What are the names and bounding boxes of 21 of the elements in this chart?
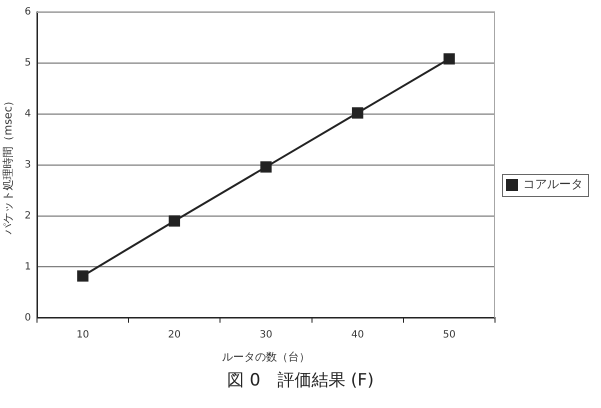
y-tick-label: 6 bbox=[24, 6, 31, 18]
point bbox=[77, 270, 88, 282]
legend-label: コアルータ bbox=[523, 177, 583, 192]
point bbox=[352, 107, 364, 119]
y-tick-label: 2 bbox=[24, 210, 31, 222]
x-tick-label: 20 bbox=[168, 329, 181, 340]
x-axis-title: ルータの数（台） bbox=[222, 350, 310, 364]
x-tick-label: 40 bbox=[351, 329, 364, 340]
point bbox=[260, 161, 272, 173]
caption: 図 0 評価結果 (F) bbox=[227, 370, 374, 390]
y-tick-label: 3 bbox=[24, 159, 31, 170]
y-axis-title: パケット処理時間（msec） bbox=[1, 95, 14, 236]
x-tick-label: 30 bbox=[260, 329, 272, 340]
y-tick-label: 5 bbox=[24, 58, 31, 69]
y-tick-label: 1 bbox=[24, 261, 31, 272]
point bbox=[168, 215, 180, 227]
y-tick-label: 0 bbox=[24, 312, 31, 324]
x-tick-label: 50 bbox=[442, 329, 456, 340]
x-tick-label: 10 bbox=[76, 329, 90, 340]
y-tick-label: 4 bbox=[24, 108, 31, 120]
point bbox=[444, 53, 455, 65]
